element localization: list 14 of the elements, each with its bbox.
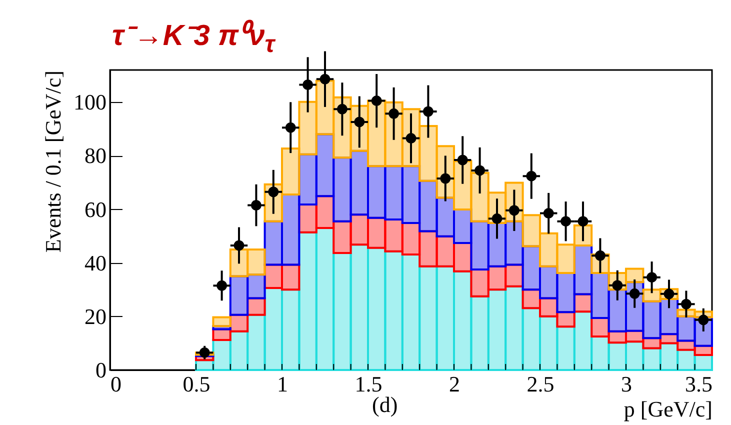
y-axis-title: Events / 0.1 [GeV/c] bbox=[40, 70, 66, 253]
y-tick-label: 100 bbox=[74, 90, 106, 115]
y-tick-label: 80 bbox=[84, 143, 106, 168]
x-tick-label: 3.5 bbox=[685, 372, 712, 396]
y-tick-label: 40 bbox=[84, 250, 106, 276]
x-tick-label: 2 bbox=[449, 372, 460, 396]
y-tick-label: 60 bbox=[84, 196, 106, 222]
x-tick-label: 0.5 bbox=[182, 372, 210, 396]
x-tick-label: 2.5 bbox=[526, 372, 554, 396]
x-tick-label: 3 bbox=[621, 372, 632, 396]
chart-title: τ⁻→K⁻3 π⁰ν$_{τ}$ bbox=[112, 18, 275, 59]
x-tick-label: 1 bbox=[277, 372, 288, 396]
x-axis-title: p [GeV/c] bbox=[624, 396, 712, 422]
y-tick-label: 20 bbox=[84, 304, 106, 329]
